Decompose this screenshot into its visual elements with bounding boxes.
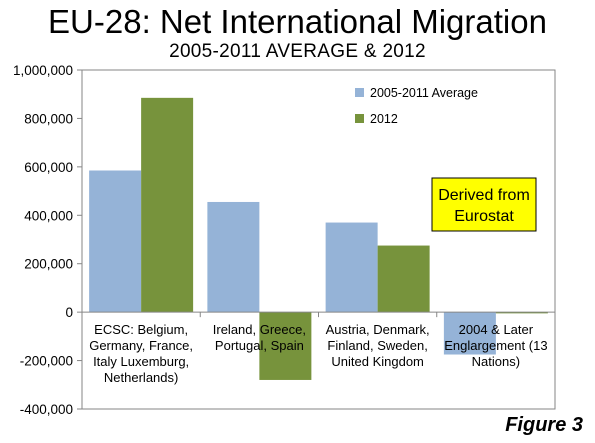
- annotation-text: Derived from Eurostat: [438, 187, 530, 225]
- y-tick-label: -400,000: [20, 402, 73, 417]
- plot-area-border: [81, 69, 556, 410]
- y-tick-label: 600,000: [24, 160, 73, 175]
- legend-label: 2012: [370, 112, 398, 126]
- chart-subtitle: 2005-2011 AVERAGE & 2012: [169, 41, 426, 62]
- category-label: Austria, Denmark, Finland, Sweden, United …: [326, 322, 430, 369]
- chart-title: EU-28: Net International Migration: [48, 3, 547, 40]
- bar-2005-2011-average: [89, 170, 142, 313]
- y-tick-label: 400,000: [24, 208, 73, 223]
- legend-swatch: [355, 88, 364, 97]
- y-tick-label: -200,000: [20, 354, 73, 369]
- bar-2012: [259, 312, 312, 380]
- annotation-box: [431, 177, 537, 232]
- legend-swatch: [355, 114, 364, 123]
- y-tick-label: 200,000: [24, 257, 73, 272]
- y-tick-label: 800,000: [24, 111, 73, 126]
- bar-2012: [495, 312, 548, 314]
- bar-2005-2011-average: [443, 312, 496, 355]
- category-label: 2004 & Later Englargement (13 Nations): [444, 322, 547, 369]
- bar-2005-2011-average: [325, 222, 378, 313]
- y-tick-label: 0: [65, 305, 73, 320]
- category-label: Ireland, Greece, Portugal, Spain: [213, 322, 306, 353]
- category-label: ECSC: Belgium, Germany, France, Italy Luxe…: [89, 322, 193, 385]
- legend-label: 2005-2011 Average: [370, 86, 478, 100]
- bar-2005-2011-average: [207, 201, 260, 313]
- figure-label: Figure 3: [505, 414, 583, 436]
- bar-2012: [377, 245, 430, 313]
- bar-2012: [141, 97, 194, 313]
- y-tick-label: 1,000,000: [13, 63, 73, 78]
